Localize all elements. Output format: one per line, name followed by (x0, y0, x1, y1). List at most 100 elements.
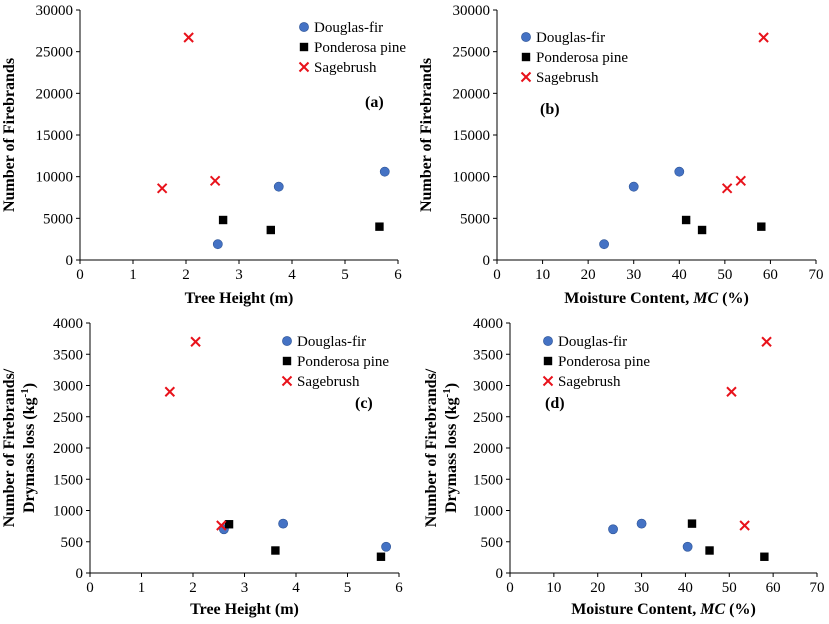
data-point-ponderosa-pine (375, 222, 384, 231)
x-tick-label: 4 (292, 580, 300, 596)
data-point-ponderosa-pine (757, 222, 766, 231)
legend-marker (281, 375, 293, 387)
data-point-sagebrush (721, 183, 733, 194)
data-point-sagebrush (216, 520, 227, 531)
x-tick-label: 40 (678, 580, 693, 596)
data-point-ponderosa-pine (681, 215, 691, 225)
chart-panel-1: 0 1 2 3 4 5 6 0 5000 10000 15000 20000 25000 30000 Tre… (1, 3, 406, 307)
y-tick-label: 20000 (453, 86, 491, 102)
panel-label: (b) (540, 101, 560, 118)
y-tick-label: 0 (496, 566, 504, 582)
y-axis-label: Number of Firebrands/Drymass loss (kg-1) (423, 368, 460, 527)
y-tick-label: 30000 (36, 3, 74, 19)
x-tick-label: 2 (189, 580, 197, 596)
x-tick-label: 4 (288, 267, 296, 283)
legend-label: Sagebrush (558, 374, 621, 390)
svg-text:Drymass loss (kg-1): Drymass loss (kg-1) (19, 383, 38, 513)
x-tick-label: 6 (394, 267, 402, 283)
x-tick-label: 0 (76, 267, 84, 283)
legend-marker (282, 336, 292, 346)
legend: Douglas-fir Ponderosa pine Sagebrush (281, 334, 389, 390)
x-tick-label: 60 (766, 580, 781, 596)
y-tick-label: 15000 (453, 128, 491, 144)
x-tick-label: 6 (395, 580, 403, 596)
panel-label: (c) (355, 395, 373, 412)
y-tick-label: 4000 (473, 316, 503, 332)
data-point-ponderosa-pine (376, 552, 386, 561)
chart-panel-3: 0 1 2 3 4 5 6 0 500 1000 1500 2000 2500 3000 3500 4000 T… (1, 316, 403, 618)
legend-label: Douglas-fir (314, 20, 383, 36)
svg-text:Number of Firebrands: Number of Firebrands (1, 58, 18, 212)
svg-text:Number of Firebrands/: Number of Firebrands/ (1, 368, 18, 527)
x-tick-label: 5 (341, 267, 349, 283)
data-point-sagebrush (190, 336, 201, 347)
y-tick-label: 10000 (453, 170, 491, 186)
x-tick-label: 3 (235, 267, 243, 283)
panel-label: (a) (365, 94, 384, 111)
legend: Douglas-fir Ponderosa pine Sagebrush (298, 20, 406, 76)
legend: Douglas-fir Ponderosa pine Sagebrush (520, 30, 628, 86)
data-point-sagebrush (156, 183, 168, 194)
chart-panel-2: 0 10 20 30 40 50 60 70 0 5000 10000 15000 20000 25000… (418, 3, 824, 307)
data-point-sagebrush (164, 386, 176, 397)
x-tick-label: 60 (763, 267, 778, 283)
x-tick-label: 0 (493, 267, 501, 283)
x-tick-label: 0 (506, 580, 514, 596)
legend-label: Ponderosa pine (297, 354, 389, 370)
legend-label: Sagebrush (314, 60, 377, 76)
chart-panel-4: 0 10 20 30 40 50 60 70 0 500 1000 1500 2000 2500 3000 3… (423, 316, 825, 618)
legend-label: Ponderosa pine (536, 50, 628, 66)
data-point-ponderosa-pine (218, 215, 228, 225)
y-tick-label: 500 (61, 535, 84, 551)
y-tick-label: 3000 (473, 379, 503, 395)
x-tick-label: 10 (535, 267, 550, 283)
x-tick-label: 3 (241, 580, 249, 596)
x-tick-label: 20 (581, 267, 596, 283)
y-axis-label: Number of Firebrands/Drymass loss (kg-1) (1, 368, 38, 527)
x-tick-label: 70 (809, 267, 824, 283)
data-point-ponderosa-pine (224, 520, 234, 529)
y-tick-label: 2500 (53, 410, 83, 426)
x-tick-label: 10 (546, 580, 561, 596)
data-point-ponderosa-pine (266, 225, 275, 235)
y-tick-label: 1000 (473, 504, 503, 520)
data-point-sagebrush (726, 386, 737, 397)
y-tick-label: 15000 (36, 128, 74, 144)
legend-label: Ponderosa pine (558, 354, 650, 370)
legend-label: Sagebrush (536, 70, 599, 86)
x-tick-label: 2 (182, 267, 190, 283)
data-point-douglas-fir (674, 166, 685, 177)
data-point-douglas-fir (212, 239, 223, 250)
data-point-ponderosa-pine (760, 552, 769, 561)
y-tick-label: 5000 (460, 211, 490, 227)
legend-label: Douglas-fir (536, 30, 605, 46)
data-point-ponderosa-pine (697, 225, 707, 235)
x-tick-label: 1 (129, 267, 137, 283)
y-tick-label: 5000 (43, 211, 73, 227)
legend-marker (542, 375, 554, 387)
legend-marker (520, 71, 532, 83)
legend-label: Ponderosa pine (314, 40, 406, 56)
data-point-douglas-fir (628, 181, 639, 192)
y-tick-label: 3000 (53, 379, 83, 395)
y-tick-label: 3500 (53, 347, 83, 363)
x-tick-label: 0 (86, 580, 94, 596)
legend-marker (521, 32, 531, 42)
x-tick-label: 5 (344, 580, 352, 596)
y-tick-label: 2000 (53, 441, 83, 457)
y-tick-label: 3500 (473, 347, 503, 363)
legend-marker (298, 61, 310, 73)
x-tick-label: 1 (138, 580, 146, 596)
data-point-douglas-fir (381, 541, 392, 552)
data-point-sagebrush (758, 32, 769, 43)
y-axis-label: Number of Firebrands (1, 58, 18, 212)
y-tick-label: 10000 (36, 170, 74, 186)
data-point-ponderosa-pine (687, 519, 697, 528)
data-point-douglas-fir (608, 524, 618, 535)
y-tick-label: 1500 (53, 472, 83, 488)
x-axis-label: Moisture Content, MC (%) (571, 601, 756, 618)
legend-label: Douglas-fir (558, 334, 627, 350)
data-point-douglas-fir (682, 541, 693, 552)
y-tick-label: 30000 (453, 3, 491, 19)
